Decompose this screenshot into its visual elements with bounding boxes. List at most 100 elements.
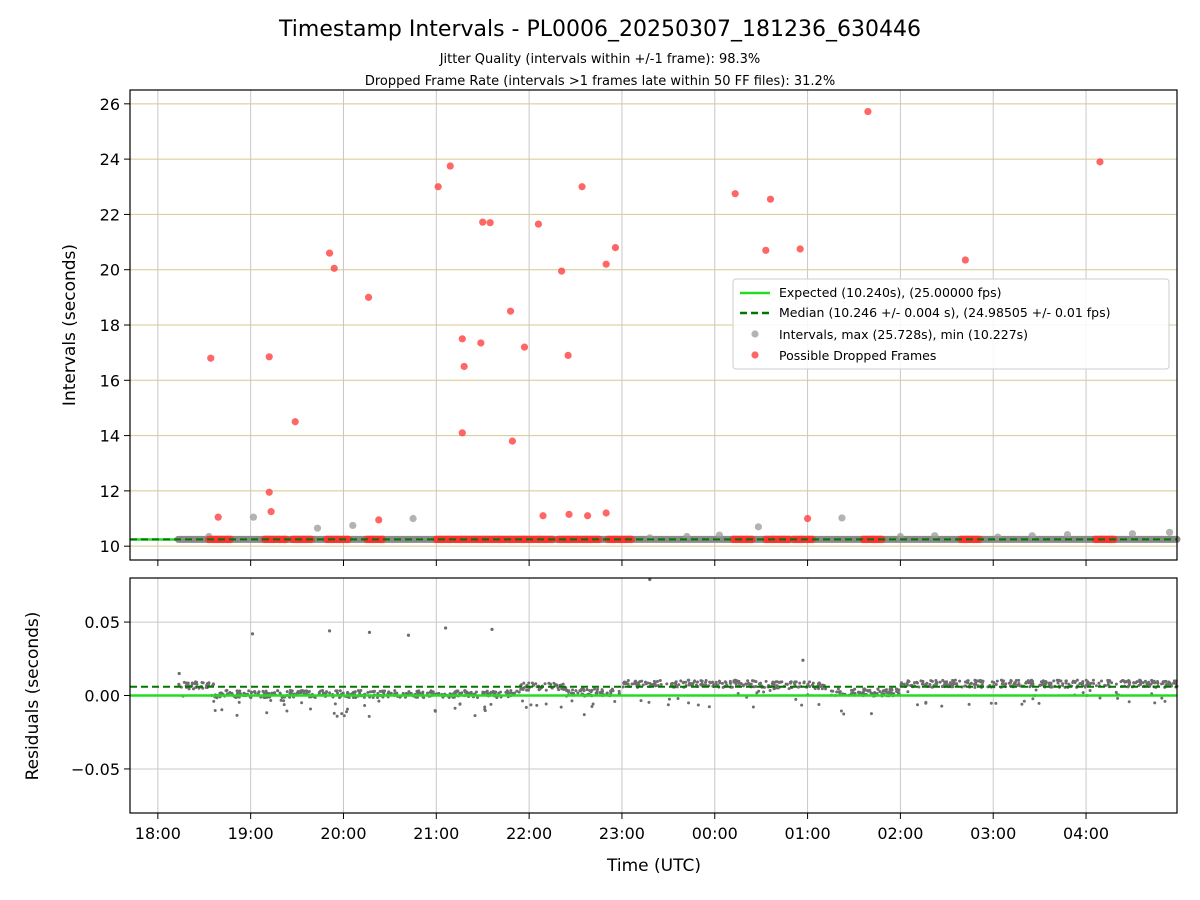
residual-point <box>524 705 528 709</box>
residual-point <box>617 689 621 693</box>
residual-point <box>709 681 713 685</box>
x-tick-label: 03:00 <box>970 824 1016 843</box>
residual-point <box>692 680 696 684</box>
dropped-frame-point <box>565 510 573 518</box>
interval-point <box>715 531 724 539</box>
dropped-frame-point <box>534 220 543 228</box>
legend-dropped-swatch <box>751 351 759 359</box>
top-y-axis-label: Intervals (seconds) <box>60 244 80 406</box>
legend-expected-label: Expected (10.240s), (25.00000 fps) <box>779 285 1001 300</box>
residual-point <box>1031 697 1035 701</box>
residual-point <box>285 690 289 694</box>
residual-outlier <box>490 627 494 632</box>
residual-point <box>974 682 978 686</box>
top-y-tick-label: 10 <box>100 537 120 556</box>
residual-point <box>1009 681 1013 685</box>
residual-point <box>588 689 592 693</box>
residual-point <box>862 687 866 691</box>
residual-point <box>220 708 224 712</box>
residual-point <box>473 714 477 718</box>
dropped-frame-point <box>864 107 872 116</box>
residual-point <box>238 689 242 693</box>
residual-point <box>1139 682 1143 686</box>
residual-point <box>624 680 628 684</box>
x-tick-label: 23:00 <box>599 824 645 843</box>
residual-point <box>800 703 804 707</box>
residual-point <box>963 684 967 688</box>
residual-point <box>340 712 344 716</box>
residual-point <box>433 709 437 713</box>
dropped-frame-point <box>961 256 969 264</box>
dropped-frame-point <box>460 362 468 371</box>
residual-point <box>469 691 473 695</box>
bottom-y-tick-label: 0.00 <box>84 687 120 706</box>
residual-point <box>1071 679 1075 683</box>
top-y-tick-label: 18 <box>100 316 120 335</box>
interval-point <box>249 513 258 521</box>
residual-point <box>917 685 921 689</box>
residual-point <box>1153 681 1157 685</box>
residual-point <box>493 691 497 695</box>
residual-point <box>425 691 429 695</box>
residual-point <box>595 691 599 695</box>
residual-point <box>338 689 342 693</box>
residual-point <box>409 691 413 695</box>
residual-point <box>282 699 286 703</box>
residual-point <box>521 686 525 690</box>
residual-point <box>1061 682 1065 686</box>
dropped-frame-point <box>291 418 299 426</box>
residual-point <box>1056 681 1060 685</box>
residual-point <box>759 681 763 685</box>
residual-point <box>736 680 740 684</box>
dropped-frame-point <box>611 243 620 252</box>
residual-point <box>656 679 660 683</box>
residual-point <box>973 678 977 682</box>
residual-point <box>322 691 326 695</box>
residual-point <box>1034 688 1038 692</box>
residual-point <box>407 690 411 694</box>
residual-point <box>774 680 778 684</box>
residual-point <box>921 679 925 683</box>
dropped-frame-point <box>214 513 222 521</box>
bottom-y-axis-label: Residuals (seconds) <box>23 612 43 781</box>
residual-point <box>630 682 634 686</box>
legend: Expected (10.240s), (25.00000 fps) Media… <box>732 278 1170 370</box>
residual-point <box>659 683 663 687</box>
residual-point <box>764 679 768 683</box>
residual-point <box>215 696 219 700</box>
residual-point <box>372 690 376 694</box>
dropped-frame-point <box>344 535 352 544</box>
residual-point <box>483 705 487 709</box>
residual-point <box>1044 679 1048 683</box>
residual-point <box>300 689 304 693</box>
residual-point <box>1160 696 1164 700</box>
residual-point <box>335 714 339 718</box>
residual-point <box>415 689 419 693</box>
residual-point <box>952 680 956 684</box>
residual-point <box>237 700 241 704</box>
chart-subtitle-jitter: Jitter Quality (intervals within +/-1 fr… <box>439 52 761 67</box>
legend-box <box>732 278 1170 370</box>
dropped-frame-point <box>265 353 273 361</box>
residual-point <box>1163 699 1167 703</box>
residual-point <box>802 680 806 684</box>
dropped-frame-point <box>486 219 494 227</box>
residual-point <box>687 701 691 705</box>
residual-point <box>590 688 594 692</box>
residual-point <box>634 681 638 685</box>
residual-point <box>992 681 996 685</box>
top-panel-y-ticks: 10 12 14 16 18 20 22 24 26 <box>100 95 130 556</box>
residual-point <box>1059 679 1063 683</box>
residual-point <box>1037 701 1041 705</box>
residual-point <box>808 680 812 684</box>
residual-point <box>515 689 519 693</box>
residual-point <box>300 701 304 705</box>
residual-point <box>1163 679 1167 683</box>
residual-point <box>1172 679 1176 683</box>
residual-point <box>958 679 962 683</box>
legend-dropped-label: Possible Dropped Frames <box>779 348 936 363</box>
residual-point <box>576 691 580 695</box>
x-tick-label: 22:00 <box>506 824 552 843</box>
residual-point <box>235 689 239 693</box>
residual-point <box>332 711 336 715</box>
